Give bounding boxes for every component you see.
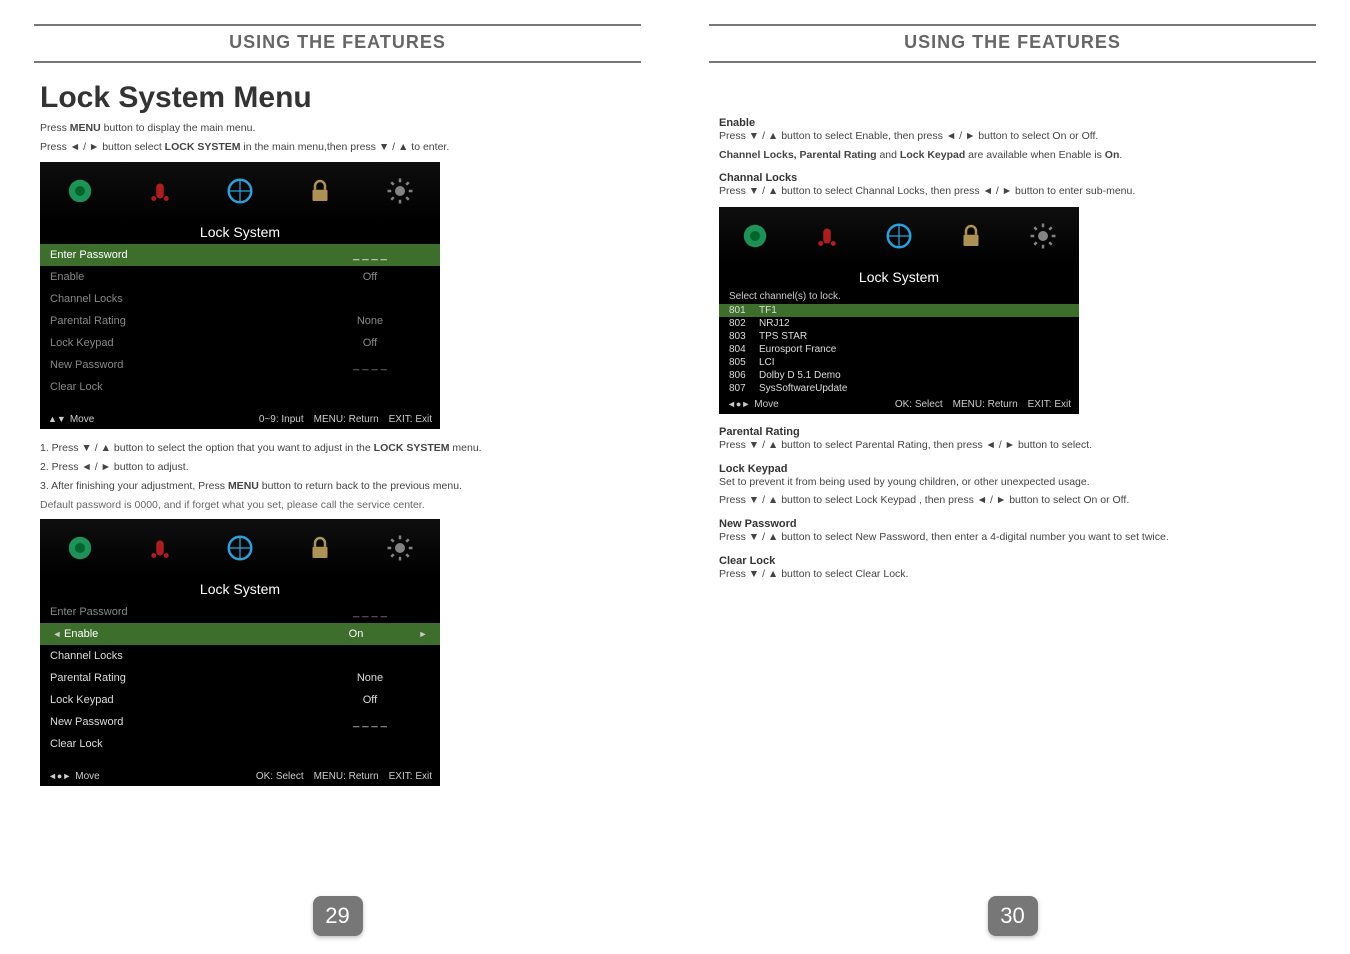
osd-title: Lock System	[40, 220, 440, 244]
updown-icon: ▲▼	[48, 415, 66, 424]
default-password-note: Default password is 0000, and if forget …	[40, 499, 641, 511]
osd-tabs-2	[40, 519, 440, 577]
lock-keypad-line2: Press ▼ / ▲ button to select Lock Keypad…	[719, 493, 1316, 508]
tab-lock-icon	[280, 519, 360, 577]
clear-lock-label: Clear Lock	[719, 555, 1316, 567]
step-2: 2. Press ◄ / ► button to adjust.	[40, 460, 641, 475]
content-left: Lock System Menu Press MENU button to di…	[34, 81, 641, 798]
osd-row-enter-password: Enter Password_ _ _ _	[40, 244, 440, 266]
osd-row-enable: EnableOff	[40, 266, 440, 288]
page-header-right: USING THE FEATURES	[709, 24, 1316, 63]
tab-channel-icon	[200, 162, 280, 220]
channal-locks-line1: Press ▼ / ▲ button to select Channal Loc…	[719, 184, 1316, 199]
nav-icon: ◄●►	[727, 400, 750, 409]
tab-picture-icon	[40, 162, 120, 220]
enable-label: Enable	[719, 117, 1316, 129]
osd-row-channel-locks: Channel Locks	[40, 288, 440, 310]
channel-row: 805LCI	[719, 356, 1079, 369]
tab-sound-icon	[791, 207, 863, 265]
new-password-line1: Press ▼ / ▲ button to select New Passwor…	[719, 530, 1316, 545]
osd-row-enable: ◄EnableOn►	[40, 623, 440, 645]
channal-locks-label: Channal Locks	[719, 172, 1316, 184]
tab-picture-icon	[40, 519, 120, 577]
osd-footer-2: ◄●►Move OK: SelectMENU: ReturnEXIT: Exit	[40, 767, 440, 786]
tab-channel-icon	[863, 207, 935, 265]
osd-channel-list: Lock System Select channel(s) to lock. 8…	[719, 207, 1079, 414]
nav-icon: ◄●►	[48, 772, 71, 781]
osd-subtitle-channels: Select channel(s) to lock.	[719, 289, 1079, 304]
intro-line-1: Press MENU button to display the main me…	[40, 121, 641, 136]
tab-setup-icon	[1007, 207, 1079, 265]
osd-row-new-password: New Password_ _ _ _	[40, 354, 440, 376]
osd-row-new-password: New Password_ _ _ _	[40, 711, 440, 733]
channel-row: 806Dolby D 5.1 Demo	[719, 369, 1079, 382]
tab-sound-icon	[120, 519, 200, 577]
enable-line1: Press ▼ / ▲ button to select Enable, the…	[719, 129, 1316, 144]
osd-row-clear-lock: Clear Lock	[40, 376, 440, 398]
lock-keypad-label: Lock Keypad	[719, 463, 1316, 475]
clear-lock-line1: Press ▼ / ▲ button to select Clear Lock.	[719, 567, 1316, 582]
channel-row: 803TPS STAR	[719, 330, 1079, 343]
osd-footer-3: ◄●►Move OK: SelectMENU: ReturnEXIT: Exit	[719, 395, 1079, 414]
arrow-left-icon: ◄	[50, 629, 64, 639]
step-3: 3. After finishing your adjustment, Pres…	[40, 479, 641, 494]
osd-row-enter-password: Enter Password_ _ _ _	[40, 601, 440, 623]
osd-channel-rows: 801TF1 802NRJ12 803TPS STAR 804Eurosport…	[719, 304, 1079, 395]
osd-tabs	[40, 162, 440, 220]
osd-tabs-3	[719, 207, 1079, 265]
tab-setup-icon	[360, 162, 440, 220]
page-title: Lock System Menu	[40, 81, 641, 115]
page-header: USING THE FEATURES	[34, 24, 641, 63]
page-number-left: 29	[313, 896, 363, 936]
osd-row-lock-keypad: Lock KeypadOff	[40, 689, 440, 711]
tab-channel-icon	[200, 519, 280, 577]
osd-footer: ▲▼Move 0~9: InputMENU: ReturnEXIT: Exit	[40, 410, 440, 429]
page-number-right: 30	[988, 896, 1038, 936]
tab-lock-icon	[935, 207, 1007, 265]
new-password-label: New Password	[719, 518, 1316, 530]
channel-row: 804Eurosport France	[719, 343, 1079, 356]
step-1: 1. Press ▼ / ▲ button to select the opti…	[40, 441, 641, 456]
tab-sound-icon	[120, 162, 200, 220]
channel-row: 802NRJ12	[719, 317, 1079, 330]
lock-keypad-line1: Set to prevent it from being used by you…	[719, 475, 1316, 490]
page-right: USING THE FEATURES Enable Press ▼ / ▲ bu…	[675, 0, 1350, 954]
enable-line2: Channel Locks, Parental Rating and Lock …	[719, 148, 1316, 163]
arrow-right-icon: ►	[416, 629, 430, 639]
channel-row: 807SysSoftwareUpdate	[719, 382, 1079, 395]
channel-row: 801TF1	[719, 304, 1079, 317]
osd-row-parental-rating: Parental RatingNone	[40, 667, 440, 689]
osd-lock-system-2: Lock System Enter Password_ _ _ _ ◄Enabl…	[40, 519, 440, 786]
osd-row-clear-lock: Clear Lock	[40, 733, 440, 755]
tab-setup-icon	[360, 519, 440, 577]
osd-row-channel-locks: Channel Locks	[40, 645, 440, 667]
parental-rating-label: Parental Rating	[719, 426, 1316, 438]
osd-title-2: Lock System	[40, 577, 440, 601]
intro-line-2: Press ◄ / ► button select LOCK SYSTEM in…	[40, 140, 641, 155]
page-left: USING THE FEATURES Lock System Menu Pres…	[0, 0, 675, 954]
osd-row-parental-rating: Parental RatingNone	[40, 310, 440, 332]
osd-row-lock-keypad: Lock KeypadOff	[40, 332, 440, 354]
parental-rating-line1: Press ▼ / ▲ button to select Parental Ra…	[719, 438, 1316, 453]
tab-lock-icon	[280, 162, 360, 220]
content-right: Enable Press ▼ / ▲ button to select Enab…	[709, 81, 1316, 586]
osd-title-3: Lock System	[719, 265, 1079, 289]
osd-lock-system-1: Lock System Enter Password_ _ _ _ Enable…	[40, 162, 440, 429]
tab-picture-icon	[719, 207, 791, 265]
